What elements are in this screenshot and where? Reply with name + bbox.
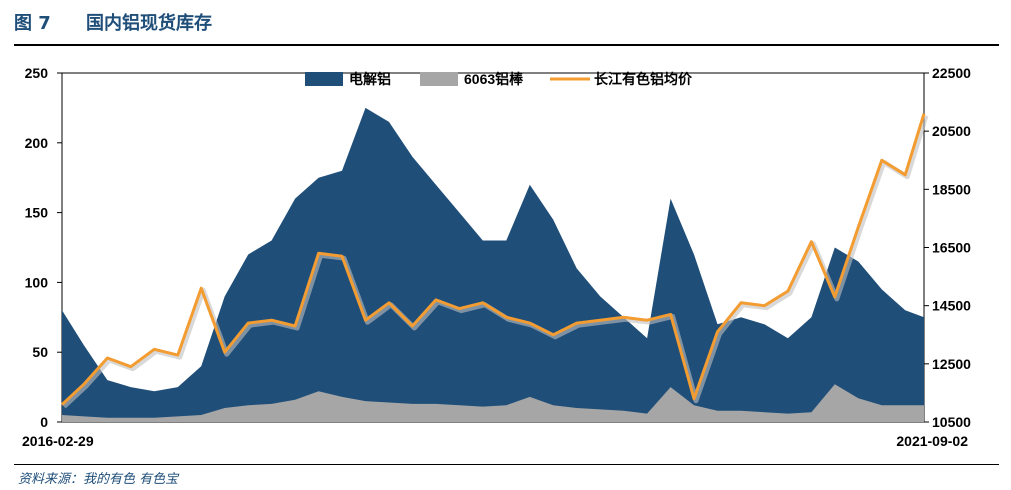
source-note: 资料来源：我的有色 有色宝 <box>18 472 179 487</box>
left-axis: 0 50 100 150 200 250 <box>25 65 62 430</box>
right-axis: 10500 12500 14500 16500 18500 20500 22500 <box>924 65 971 430</box>
x-start-label: 2016-02-29 <box>22 433 94 449</box>
right-tick-label: 14500 <box>932 298 971 314</box>
x-end-label: 2021-09-02 <box>896 433 968 449</box>
legend: 电解铝 6063铝棒 长江有色铝均价 <box>305 71 693 87</box>
series-area-1 <box>62 384 924 422</box>
left-tick-label: 100 <box>25 274 49 290</box>
legend-label-0: 电解铝 <box>349 71 391 87</box>
left-tick-label: 0 <box>40 414 48 430</box>
right-tick-label: 10500 <box>932 414 971 430</box>
left-tick-label: 50 <box>32 344 48 360</box>
area-layer <box>62 107 924 423</box>
right-tick-label: 12500 <box>932 356 971 372</box>
header-rule <box>14 44 999 46</box>
series-line-0 <box>60 113 926 406</box>
right-tick-label: 22500 <box>932 65 971 81</box>
left-tick-label: 150 <box>25 205 49 221</box>
figure-title: 国内铝现货库存 <box>86 13 212 34</box>
footer-rule <box>14 464 999 465</box>
legend-label-2: 长江有色铝均价 <box>594 71 693 87</box>
legend-label-1: 6063铝棒 <box>464 71 524 87</box>
series-area-0 <box>62 107 924 423</box>
legend-swatch-0 <box>305 72 343 86</box>
line-layer <box>60 113 929 409</box>
x-axis: 2016-02-29 2021-09-02 <box>22 433 968 449</box>
right-tick-label: 20500 <box>932 123 971 139</box>
right-tick-label: 16500 <box>932 240 971 256</box>
left-tick-label: 200 <box>25 135 49 151</box>
right-tick-label: 18500 <box>932 181 971 197</box>
figure-header: 图 7 国内铝现货库存 <box>14 6 999 38</box>
left-tick-label: 250 <box>25 65 49 81</box>
legend-swatch-1 <box>420 72 458 86</box>
figure-number: 图 7 <box>14 13 51 34</box>
